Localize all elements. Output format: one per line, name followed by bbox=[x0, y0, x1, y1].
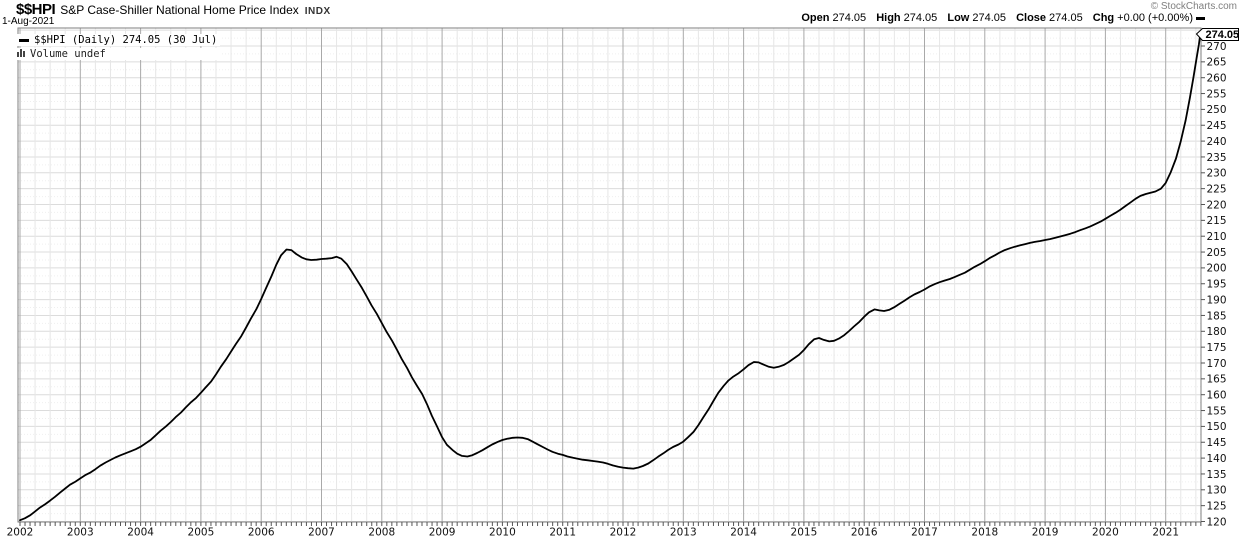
x-axis-label: 2005 bbox=[188, 527, 215, 539]
x-axis-label: 2018 bbox=[971, 527, 998, 539]
y-axis-label: 260 bbox=[1207, 73, 1227, 85]
index-title: S&P Case-Shiller National Home Price Ind… bbox=[60, 3, 299, 17]
close-label: Close bbox=[1016, 12, 1047, 24]
x-axis-label: 2007 bbox=[308, 527, 335, 539]
y-axis-label: 165 bbox=[1207, 374, 1227, 386]
last-price-callout bbox=[1195, 28, 1239, 41]
x-axis-label: 2004 bbox=[127, 527, 154, 539]
x-axis-label: 2011 bbox=[549, 527, 576, 539]
y-axis-label: 270 bbox=[1207, 41, 1227, 53]
y-axis-label: 150 bbox=[1207, 421, 1227, 433]
chart-header: $$HPI S&P Case-Shiller National Home Pric… bbox=[16, 1, 331, 19]
close-value: 274.05 bbox=[1049, 12, 1083, 24]
y-axis-label: 130 bbox=[1207, 485, 1227, 497]
y-axis-label: 220 bbox=[1207, 199, 1227, 211]
quote-summary: Open 274.05 High 274.05 Low 274.05 Close 274… bbox=[794, 12, 1205, 24]
stockcharts-copyright: © StockCharts.com bbox=[1150, 1, 1237, 12]
chart-legend: $$HPI (Daily) 274.05 (30 Jul) Volume und… bbox=[17, 30, 221, 60]
series-line-swatch bbox=[19, 38, 29, 42]
y-axis-label: 245 bbox=[1207, 120, 1227, 132]
y-axis-label: 210 bbox=[1207, 231, 1227, 243]
y-axis-label: 215 bbox=[1207, 215, 1227, 227]
y-axis-label: 205 bbox=[1207, 247, 1227, 259]
ticker-symbol: $$HPI bbox=[16, 1, 56, 18]
x-axis-label: 2006 bbox=[248, 527, 275, 539]
y-axis-label: 120 bbox=[1207, 516, 1227, 528]
chg-label: Chg bbox=[1092, 12, 1115, 24]
y-axis-label: 240 bbox=[1207, 136, 1227, 148]
x-axis-label: 2016 bbox=[851, 527, 878, 539]
y-axis-label: 170 bbox=[1207, 358, 1227, 370]
price-series-line bbox=[19, 32, 1202, 522]
x-axis-label: 2021 bbox=[1152, 527, 1179, 539]
x-axis-label: 2010 bbox=[489, 527, 516, 539]
high-label: High bbox=[876, 12, 901, 24]
legend-series-label: $$HPI (Daily) 274.05 (30 Jul) bbox=[34, 34, 218, 46]
exchange-label: INDX bbox=[304, 6, 331, 17]
y-axis-label: 185 bbox=[1207, 310, 1227, 322]
last-price-label: 274.05 bbox=[1206, 29, 1240, 41]
x-axis-label: 2014 bbox=[730, 527, 757, 539]
y-axis-label: 135 bbox=[1207, 469, 1227, 481]
x-axis-label: 2002 bbox=[7, 527, 34, 539]
legend-volume-label: Volume undef bbox=[30, 48, 106, 60]
low-label: Low bbox=[947, 12, 970, 24]
y-axis-label: 175 bbox=[1207, 342, 1227, 354]
y-axis-label: 250 bbox=[1207, 104, 1227, 116]
y-axis-label: 190 bbox=[1207, 294, 1227, 306]
x-axis-label: 2015 bbox=[791, 527, 818, 539]
y-axis-label: 180 bbox=[1207, 326, 1227, 338]
x-axis-label: 2009 bbox=[429, 527, 456, 539]
x-axis-label: 2020 bbox=[1092, 527, 1119, 539]
series-color-swatch bbox=[1196, 16, 1205, 20]
y-axis-label: 125 bbox=[1207, 500, 1227, 512]
volume-bars-icon bbox=[17, 49, 25, 57]
open-label: Open bbox=[801, 12, 830, 24]
x-axis-label: 2008 bbox=[368, 527, 395, 539]
x-axis-label: 2003 bbox=[67, 527, 94, 539]
x-axis-label: 2013 bbox=[670, 527, 697, 539]
x-axis-label: 2012 bbox=[610, 527, 637, 539]
y-axis-label: 265 bbox=[1207, 57, 1227, 69]
open-value: 274.05 bbox=[832, 12, 867, 24]
y-axis-label: 230 bbox=[1207, 168, 1227, 180]
chart-date: 1-Aug-2021 bbox=[2, 16, 55, 27]
y-axis-label: 255 bbox=[1207, 88, 1227, 100]
y-axis-label: 235 bbox=[1207, 152, 1227, 164]
legend-volume-entry: Volume undef bbox=[17, 48, 221, 60]
y-axis-label: 145 bbox=[1207, 437, 1227, 449]
y-axis-label: 155 bbox=[1207, 405, 1227, 417]
high-value: 274.05 bbox=[903, 12, 938, 24]
low-value: 274.05 bbox=[972, 12, 1007, 24]
chg-value: +0.00 (+0.00%) bbox=[1117, 12, 1193, 24]
x-axis-label: 2019 bbox=[1032, 527, 1059, 539]
y-axis-label: 200 bbox=[1207, 263, 1227, 275]
y-axis-label: 195 bbox=[1207, 279, 1227, 291]
y-axis-label: 160 bbox=[1207, 390, 1227, 402]
y-axis-label: 225 bbox=[1207, 183, 1227, 195]
plot-frame bbox=[17, 27, 1202, 523]
y-axis-label: 140 bbox=[1207, 453, 1227, 465]
legend-series-entry: $$HPI (Daily) 274.05 (30 Jul) bbox=[17, 34, 221, 46]
x-axis-label: 2017 bbox=[911, 527, 938, 539]
